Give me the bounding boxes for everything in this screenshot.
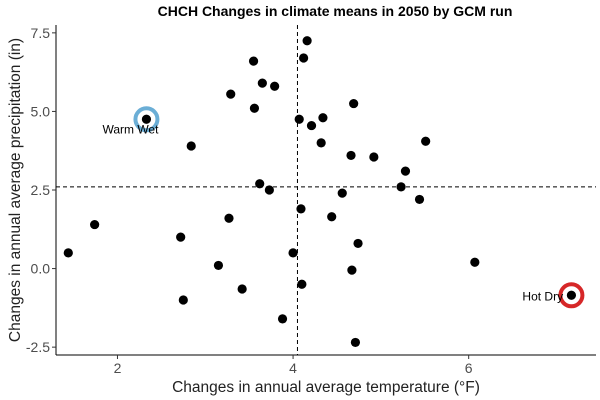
highlight-ring (133, 106, 160, 133)
data-point (248, 56, 259, 66)
data-point (249, 103, 260, 113)
data-point (470, 257, 480, 267)
data-point (270, 81, 280, 91)
annotation-label: Hot Dry (522, 289, 563, 303)
data-point (186, 141, 196, 151)
annotation-label: Warm Wet (102, 122, 159, 136)
data-point (264, 185, 274, 195)
data-point (396, 182, 406, 192)
data-point (318, 113, 328, 123)
highlighted-point (142, 115, 150, 123)
data-point (421, 136, 431, 146)
y-tick-label: 5.0 (31, 103, 51, 119)
data-point (288, 248, 298, 258)
x-tick-label: 2 (114, 360, 122, 376)
data-point (294, 114, 304, 124)
data-point (306, 120, 317, 131)
data-point (400, 166, 411, 176)
data-point (277, 314, 288, 324)
data-point (213, 260, 224, 271)
x-axis-title: Changes in annual average temperature (°… (172, 379, 480, 396)
data-point (296, 204, 306, 214)
highlighted-point (567, 291, 575, 299)
data-point (90, 219, 100, 230)
data-point (224, 213, 234, 223)
y-tick-label: -2.5 (26, 339, 50, 355)
x-tick-label: 6 (465, 360, 473, 376)
data-point (414, 194, 425, 205)
data-point (178, 295, 188, 305)
data-point (349, 98, 359, 109)
x-tick-label: 4 (289, 360, 297, 376)
highlight-ring (558, 282, 585, 309)
plot-area: -2.5 0.0 2.5 5.0 7.5 2 4 6 Warm Wet Hot Dry (26, 25, 596, 376)
data-point (297, 279, 307, 289)
data-point (237, 284, 247, 294)
chart-title: CHCH Changes in climate means in 2050 by… (158, 3, 513, 19)
data-point (63, 248, 73, 258)
data-point (347, 265, 357, 275)
data-point (350, 337, 361, 348)
data-point (302, 36, 312, 46)
data-point (353, 238, 363, 249)
data-point (299, 53, 309, 63)
data-point (255, 179, 265, 189)
data-point (327, 212, 337, 222)
data-point (176, 232, 186, 242)
data-point (226, 89, 236, 99)
y-axis-title: Changes in annual average precipitation … (7, 38, 24, 342)
y-tick-label: 2.5 (31, 182, 51, 198)
data-point (257, 78, 267, 88)
y-tick-label: 7.5 (31, 25, 51, 41)
data-point (316, 138, 326, 148)
data-point (346, 150, 356, 161)
data-point (369, 152, 379, 162)
y-tick-label: 0.0 (31, 261, 51, 277)
data-point (337, 188, 347, 198)
